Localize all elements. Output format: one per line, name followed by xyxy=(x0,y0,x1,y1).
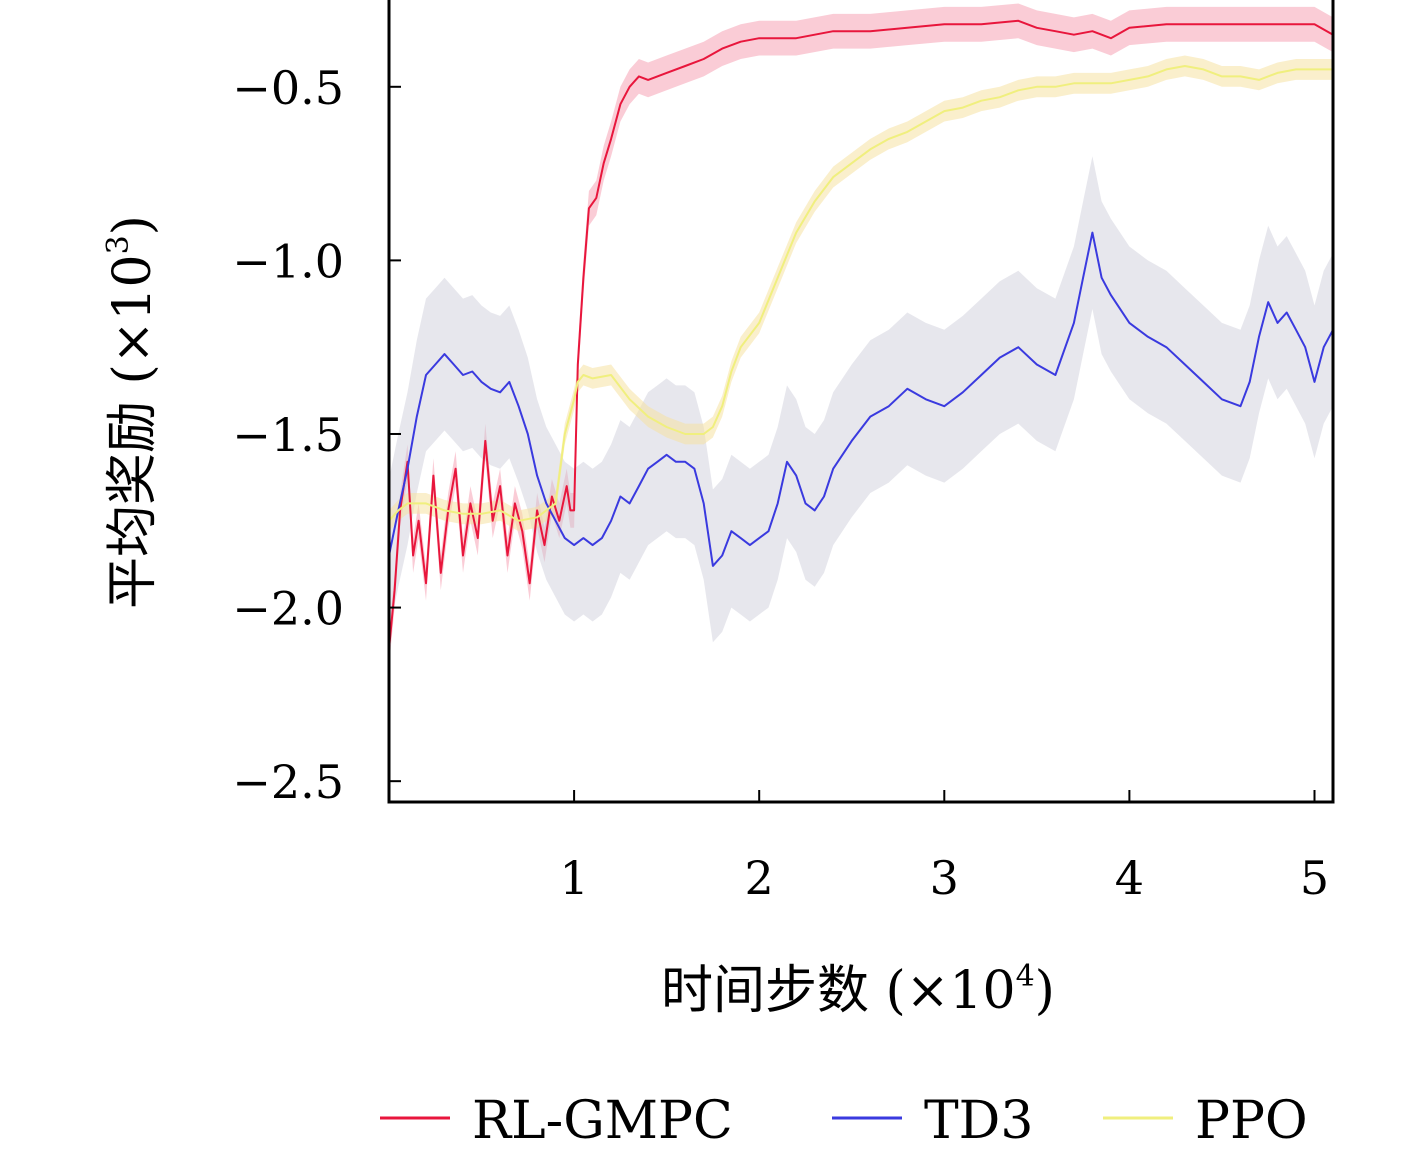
legend: RL-GMPC TD3 PPO xyxy=(380,1091,1308,1151)
legend-label-ppo: PPO xyxy=(1195,1091,1308,1151)
x-axis-ticks: 1 2 3 4 5 xyxy=(559,790,1329,905)
band-td3 xyxy=(389,156,1333,643)
y-axis-ticks: −2.5 −2.0 −1.5 −1.0 −0.5 xyxy=(232,61,401,809)
x-tick-label: 2 xyxy=(745,851,774,905)
y-axis-label: 平均奖励 (×103) xyxy=(101,215,163,609)
y-tick-label: −1.0 xyxy=(232,234,344,288)
y-tick-label: −2.0 xyxy=(232,582,344,636)
band-ppo xyxy=(389,55,1333,532)
series-lines xyxy=(388,19,1334,650)
x-axis-label: 时间步数 (×104) xyxy=(661,959,1055,1021)
x-tick-label: 4 xyxy=(1115,851,1144,905)
series-line-ppo xyxy=(388,65,1333,522)
y-tick-label: −0.5 xyxy=(232,61,344,115)
series-line-td3 xyxy=(388,231,1334,567)
x-tick-label: 5 xyxy=(1300,851,1329,905)
y-tick-label: −1.5 xyxy=(232,408,344,462)
x-tick-label: 1 xyxy=(559,851,588,905)
plot-frame xyxy=(387,0,1335,804)
y-tick-label: −2.5 xyxy=(232,755,344,809)
legend-label-rl-gmpc: RL-GMPC xyxy=(472,1091,733,1151)
series-line-rl-gmpc xyxy=(388,19,1334,650)
legend-label-td3: TD3 xyxy=(924,1091,1033,1151)
x-tick-label: 3 xyxy=(930,851,959,905)
confidence-bands xyxy=(389,3,1333,667)
